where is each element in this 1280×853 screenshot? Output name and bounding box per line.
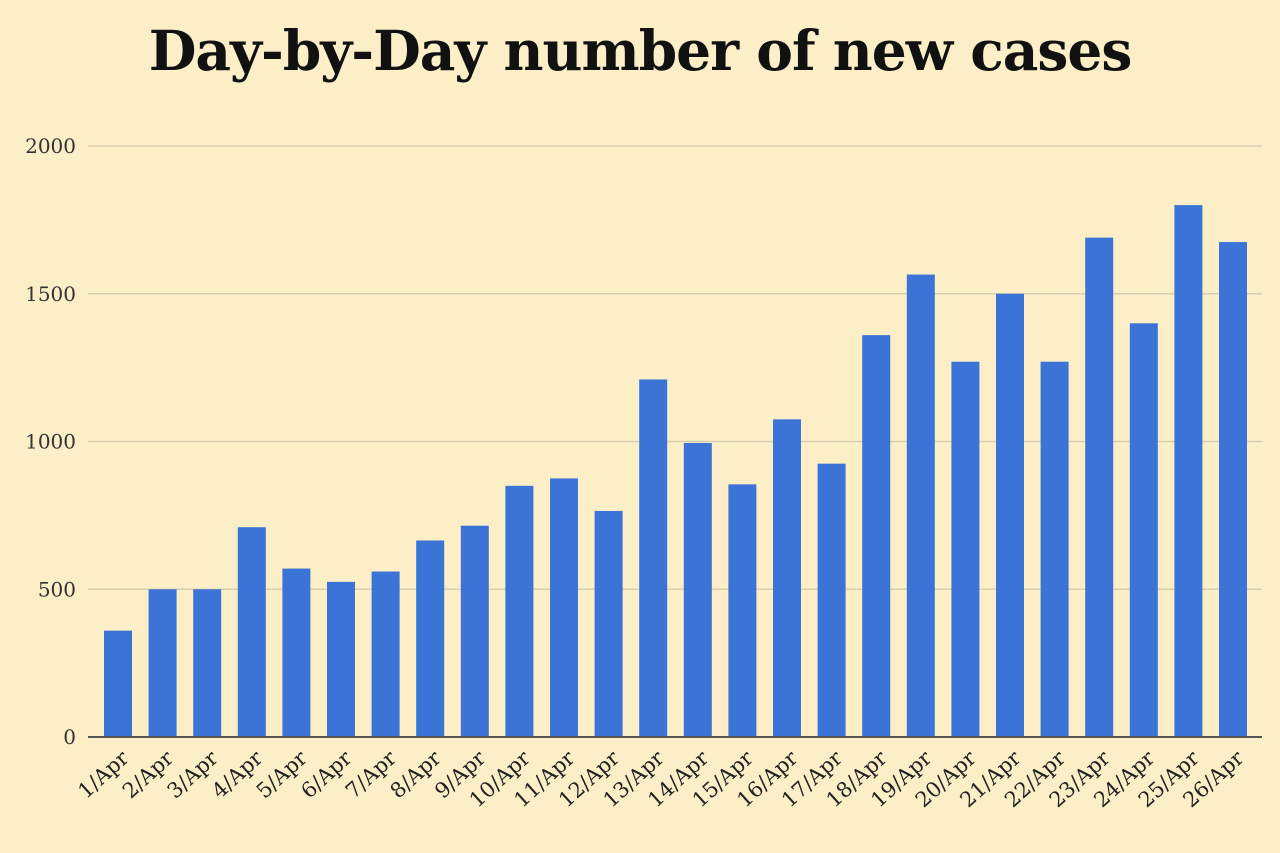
bar-11-apr	[550, 478, 578, 737]
bar-21-apr	[996, 293, 1024, 737]
y-tick-label: 1500	[25, 282, 76, 306]
y-tick-label: 2000	[25, 134, 76, 158]
bar-6-apr	[327, 581, 355, 737]
bar-19-apr	[906, 274, 935, 737]
bar-13-apr	[639, 379, 668, 737]
chart-title: Day-by-Day number of new cases	[148, 18, 1133, 83]
bar-15-apr	[728, 484, 757, 737]
y-axis-ticks: 0 500 1000 1500 2000	[25, 134, 76, 749]
y-tick-label: 0	[63, 725, 76, 749]
bar-14-apr	[683, 442, 712, 737]
bar-1-apr	[104, 630, 132, 737]
y-tick-label: 1000	[25, 430, 76, 454]
bar-2-apr	[148, 589, 177, 737]
bar-23-apr	[1085, 237, 1114, 738]
bar-20-apr	[951, 361, 980, 737]
bar-10-apr	[505, 485, 534, 737]
y-tick-label: 500	[38, 577, 76, 601]
bar-8-apr	[416, 540, 445, 737]
bars	[104, 205, 1247, 738]
bar-5-apr	[282, 568, 311, 737]
bar-17-apr	[817, 463, 846, 737]
bar-25-apr	[1174, 205, 1203, 738]
bar-24-apr	[1129, 323, 1158, 737]
bar-12-apr	[594, 510, 623, 737]
x-axis-labels: 1/Apr2/Apr3/Apr4/Apr5/Apr6/Apr7/Apr8/Apr…	[73, 745, 1249, 812]
bar-26-apr	[1219, 242, 1247, 737]
bar-22-apr	[1040, 361, 1069, 737]
bar-3-apr	[193, 589, 222, 737]
bar-4-apr	[237, 527, 266, 737]
bar-18-apr	[862, 335, 891, 737]
bar-16-apr	[773, 419, 801, 737]
bar-7-apr	[371, 571, 400, 737]
bar-9-apr	[460, 525, 489, 737]
